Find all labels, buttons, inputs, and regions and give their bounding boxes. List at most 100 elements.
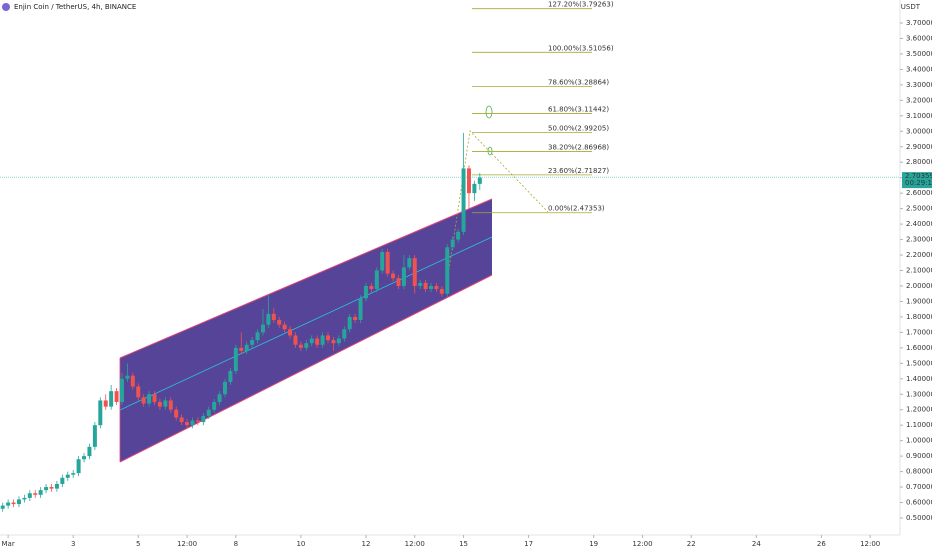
x-tick-label: 19 — [589, 540, 598, 548]
candle-body — [445, 247, 450, 294]
candle-body — [130, 375, 135, 387]
current-price-label: 2.70359 — [905, 172, 932, 180]
candle-body — [358, 298, 363, 320]
x-tick-label: 3 — [71, 540, 75, 548]
candle-body — [472, 183, 477, 194]
candle-body — [38, 490, 43, 495]
y-tick-label: 3.20000 — [906, 96, 932, 104]
candle-body — [22, 497, 27, 500]
channel-upper — [119, 198, 493, 359]
y-tick-label: 2.40000 — [906, 220, 932, 228]
y-tick-label: 2.10000 — [906, 267, 932, 275]
candle-body — [223, 381, 227, 395]
candle-body — [369, 285, 374, 290]
x-tick-label: 15 — [459, 540, 468, 548]
fib-label: 61.80%(3.11442) — [548, 106, 609, 114]
fib-label: 50.00%(2.99205) — [548, 125, 609, 133]
candle-body — [44, 487, 49, 491]
price-badge — [902, 172, 932, 189]
candle-body — [288, 329, 293, 336]
x-tick-label: 5 — [136, 540, 140, 548]
candle-body — [228, 371, 233, 382]
fib-label: 0.00%(2.47353) — [548, 205, 605, 213]
marker — [485, 105, 493, 119]
candle-body — [466, 168, 471, 194]
x-tick-label: Mar — [2, 540, 15, 548]
candle-body — [336, 338, 341, 344]
candle-body — [98, 400, 103, 426]
candle-body — [60, 477, 65, 484]
fib-trend — [446, 130, 549, 283]
candle-body — [277, 320, 282, 325]
candle-body — [11, 502, 16, 505]
candle-body — [412, 258, 417, 286]
candle-body — [233, 347, 238, 372]
candle-body — [16, 499, 21, 505]
candle-body — [27, 493, 32, 498]
x-tick-label: 12 — [362, 540, 371, 548]
fib-label: 78.60%(3.28864) — [548, 79, 609, 87]
y-tick-label: 2.20000 — [906, 251, 932, 259]
candle-body — [185, 422, 190, 426]
y-tick-label: 1.40000 — [906, 375, 932, 383]
candle-body — [119, 378, 124, 402]
candle-body — [190, 420, 195, 426]
candle-body — [152, 394, 157, 402]
candle-body — [201, 415, 206, 423]
candle-body — [136, 386, 141, 398]
candle-body — [217, 394, 222, 402]
candle-body — [418, 282, 423, 286]
candle-body — [342, 329, 347, 339]
channel-fill — [120, 199, 492, 462]
y-tick-label: 3.40000 — [906, 65, 932, 73]
x-tick-label: 10 — [296, 540, 305, 548]
candle-body — [266, 313, 271, 325]
x-tick-label: 26 — [817, 540, 826, 548]
candle-body — [326, 335, 331, 341]
y-tick-label: 3.30000 — [906, 81, 932, 89]
x-tick-label: 17 — [524, 540, 533, 548]
candle-body — [250, 340, 255, 345]
candle-body — [6, 502, 11, 506]
candle-body — [244, 344, 249, 351]
fib-label: 100.00%(3.51056) — [548, 44, 614, 52]
candle-body — [450, 239, 455, 248]
candle-body — [298, 344, 303, 348]
candle-body — [315, 338, 320, 345]
fib-label: 23.60%(2.71827) — [548, 167, 609, 175]
candle-body — [385, 251, 390, 274]
candle-body — [309, 338, 314, 344]
plot-area — [119, 8, 592, 463]
candle-body — [71, 473, 76, 475]
candle-body — [87, 446, 92, 457]
candle-body — [331, 340, 336, 344]
y-tick-label: 2.30000 — [906, 236, 932, 244]
candle-body — [163, 400, 168, 407]
candle-body — [407, 258, 412, 268]
marker — [487, 146, 493, 156]
channel-middle — [119, 236, 493, 411]
chart-title: Enjin Coin / TetherUS, 4h, BINANCE — [14, 3, 136, 11]
candle-body — [157, 401, 162, 407]
candle-body — [439, 289, 444, 294]
candle-body — [65, 474, 70, 478]
bar-timer: 00:29:10 — [905, 179, 932, 187]
y-tick-label: 1.90000 — [906, 297, 932, 305]
candle-body — [271, 313, 276, 320]
fib-label: 38.20%(2.86968) — [548, 143, 609, 151]
candle-body — [396, 278, 401, 286]
y-tick-label: 2.00000 — [906, 282, 932, 290]
candle-body — [374, 270, 379, 290]
candle-body — [456, 231, 461, 240]
